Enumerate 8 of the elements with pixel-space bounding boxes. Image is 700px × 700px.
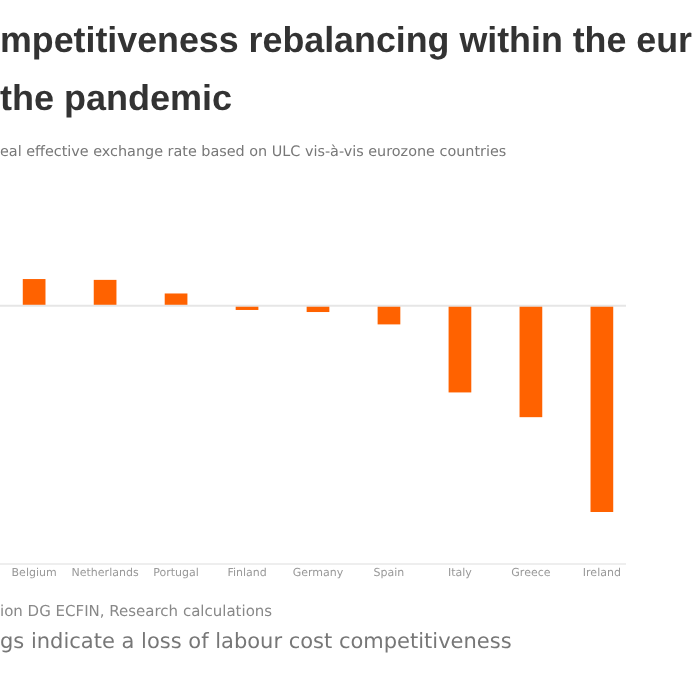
text: gs indicate a loss of labour cost competitiveness xyxy=(0,630,512,654)
bar xyxy=(590,305,614,512)
bar xyxy=(519,305,543,418)
bar xyxy=(93,279,117,306)
bar xyxy=(448,305,472,393)
bar xyxy=(22,279,46,306)
bar xyxy=(164,293,188,306)
chart-title: mpetitiveness rebalancing within the eur the pandemic xyxy=(0,20,697,118)
